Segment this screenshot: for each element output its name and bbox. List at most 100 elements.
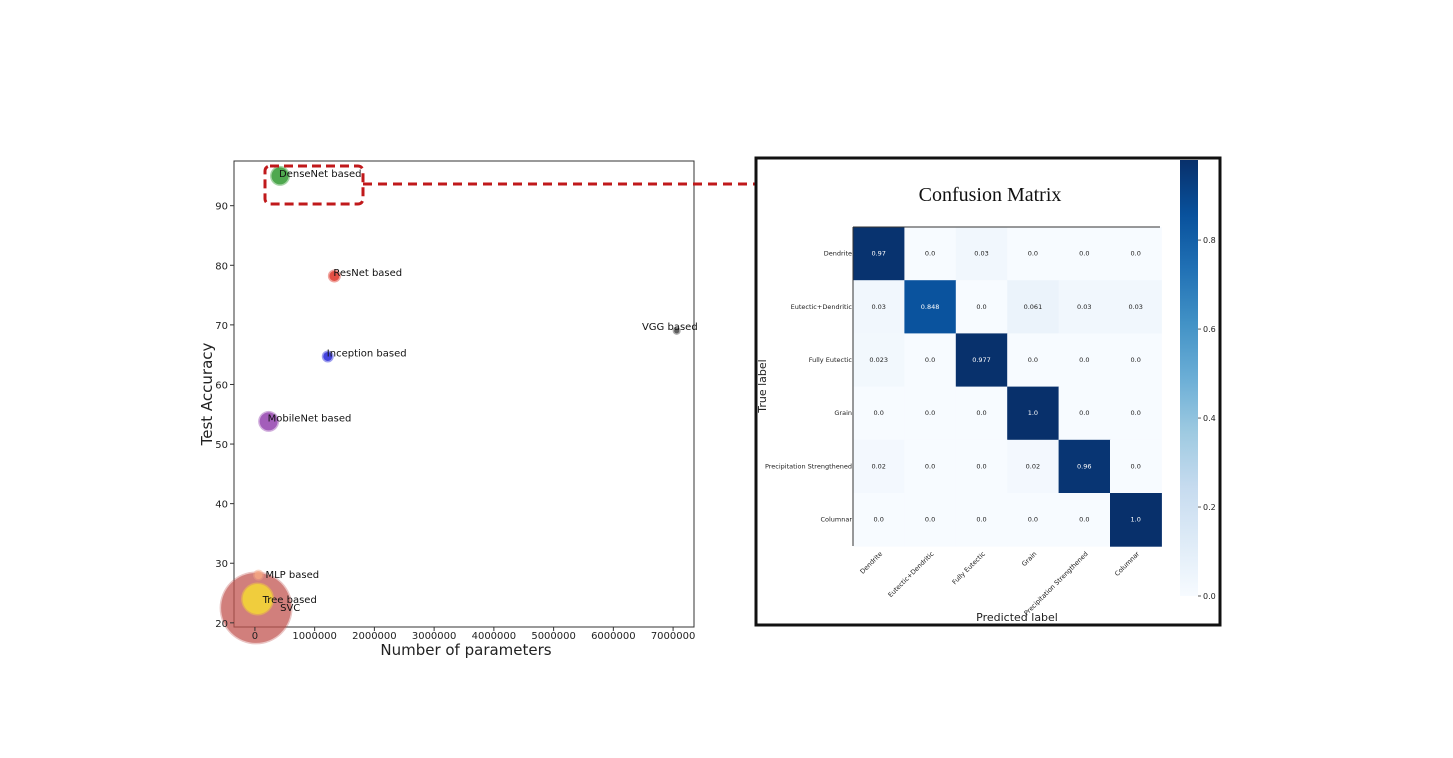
matrix-cell-value: 0.03 — [871, 303, 885, 311]
x-tick-label: 4000000 — [472, 631, 517, 642]
colorbar-ticks: 0.0 0.2 0.4 0.6 0.8 — [1198, 236, 1216, 601]
matrix-row-label: Grain — [834, 409, 852, 417]
matrix-row-label: Columnar — [820, 516, 852, 524]
point-mobilenet-based — [259, 412, 278, 431]
matrix-cell — [853, 386, 905, 441]
matrix-cell — [1007, 439, 1060, 494]
y-tick-label: 80 — [215, 261, 228, 272]
matrix-cell-value: 0.0 — [925, 409, 935, 417]
matrix-cell — [955, 227, 1008, 281]
matrix-cell — [1110, 280, 1162, 334]
point-label-densenet-based: DenseNet based — [279, 169, 361, 180]
x-tick-label: 2000000 — [352, 631, 397, 642]
matrix-cell — [904, 227, 957, 281]
matrix-cell — [1058, 386, 1111, 441]
matrix-cell-value: 0.96 — [1077, 462, 1091, 470]
matrix-cell-value: 0.061 — [1024, 303, 1043, 311]
matrix-cell — [853, 227, 905, 281]
matrix-cell — [1110, 333, 1162, 388]
matrix-cell — [853, 439, 905, 494]
matrix-cell — [1058, 280, 1111, 334]
point-resnet-based — [329, 271, 340, 282]
matrix-cell-value: 0.0 — [1028, 356, 1038, 364]
x-tick-label: 7000000 — [651, 631, 696, 642]
matrix-cell-value: 0.0 — [1079, 250, 1089, 258]
point-label-inception-based: Inception based — [327, 348, 407, 359]
matrix-row-label: Dendrite — [824, 250, 852, 258]
scatter-y-ticks: 20 30 40 50 60 70 80 90 — [215, 202, 234, 630]
matrix-cell-value: 0.0 — [976, 462, 986, 470]
colorbar-tick-label: 0.2 — [1203, 503, 1216, 512]
scatter-chart: SVC MLP based Tree based MobileNet based Inc… — [198, 160, 698, 659]
matrix-cell-value: 0.0 — [976, 303, 986, 311]
matrix-cell — [904, 386, 957, 441]
matrix-cell-value: 0.0 — [925, 250, 935, 258]
colorbar-tick-label: 0.6 — [1203, 325, 1216, 334]
point-mlp-based — [254, 571, 263, 580]
matrix-cell-value: 1.0 — [1131, 516, 1141, 524]
matrix-cell-value: 0.0 — [1028, 516, 1038, 524]
matrix-cell — [1058, 333, 1111, 388]
matrix-cell — [1110, 439, 1162, 494]
matrix-cell — [1058, 493, 1111, 547]
matrix-cell — [1110, 227, 1162, 281]
point-label-resnet-based: ResNet based — [333, 268, 402, 279]
matrix-cell — [1007, 333, 1060, 388]
y-tick-label: 40 — [215, 500, 228, 511]
matrix-cell-value: 0.0 — [1131, 250, 1141, 258]
matrix-cell-value: 0.0 — [1079, 409, 1089, 417]
scatter-x-ticks: 0 1000000 2000000 3000000 4000000 5000000 6000… — [252, 627, 696, 642]
matrix-cell-value: 0.97 — [871, 250, 885, 258]
matrix-cell-value: 0.02 — [871, 462, 885, 470]
matrix-cell — [853, 493, 905, 547]
matrix-cell — [1007, 493, 1060, 547]
y-tick-label: 30 — [215, 559, 228, 570]
matrix-row-label: Precipitation Strengthened — [765, 462, 852, 470]
x-tick-label: 6000000 — [591, 631, 636, 642]
point-label-mlp-based: MLP based — [265, 570, 319, 581]
matrix-cell — [1058, 227, 1111, 281]
matrix-y-axis-label: True label — [756, 359, 769, 413]
scatter-points — [219, 165, 681, 645]
matrix-cell-value: 0.0 — [976, 409, 986, 417]
x-tick-label: 5000000 — [531, 631, 576, 642]
matrix-cell — [1007, 280, 1060, 334]
matrix-cell-value: 1.0 — [1028, 409, 1038, 417]
matrix-cell — [853, 333, 905, 388]
point-label-vgg-based: VGG based — [642, 322, 698, 333]
colorbar — [1180, 160, 1198, 596]
point-label-tree-based: Tree based — [262, 595, 317, 606]
colorbar-tick-label: 0.0 — [1203, 592, 1216, 601]
matrix-cell — [1110, 493, 1162, 547]
matrix-cell — [955, 439, 1008, 494]
matrix-cell-value: 0.0 — [1131, 409, 1141, 417]
matrix-cell-value: 0.0 — [1131, 462, 1141, 470]
scatter-plot-area — [233, 160, 695, 628]
matrix-cell-value: 0.0 — [874, 516, 884, 524]
matrix-cell — [904, 493, 957, 547]
x-tick-label: 1000000 — [292, 631, 337, 642]
matrix-cell — [955, 386, 1008, 441]
matrix-cell — [1007, 227, 1060, 281]
matrix-cell — [904, 280, 957, 334]
matrix-cell-value: 0.0 — [925, 516, 935, 524]
y-tick-label: 90 — [215, 202, 228, 213]
y-tick-label: 70 — [215, 321, 228, 332]
colorbar-tick-label: 0.4 — [1203, 414, 1216, 423]
matrix-cell-value: 0.0 — [976, 516, 986, 524]
matrix-cell — [955, 280, 1008, 334]
matrix-cell-value: 0.023 — [869, 356, 888, 364]
point-inception-based — [323, 351, 333, 361]
point-vgg-based — [674, 328, 680, 334]
matrix-cell-value: 0.02 — [1026, 462, 1040, 470]
matrix-cell-value: 0.0 — [1131, 356, 1141, 364]
matrix-cell — [904, 333, 957, 388]
matrix-cell-value: 0.977 — [972, 356, 991, 364]
matrix-cell — [853, 280, 905, 334]
scatter-point-labels: SVC MLP based Tree based MobileNet based Inc… — [262, 169, 698, 614]
matrix-cell-value: 0.0 — [925, 462, 935, 470]
matrix-cell-value: 0.03 — [1077, 303, 1091, 311]
matrix-cell-value: 0.0 — [874, 409, 884, 417]
point-label-mobilenet-based: MobileNet based — [268, 413, 352, 424]
